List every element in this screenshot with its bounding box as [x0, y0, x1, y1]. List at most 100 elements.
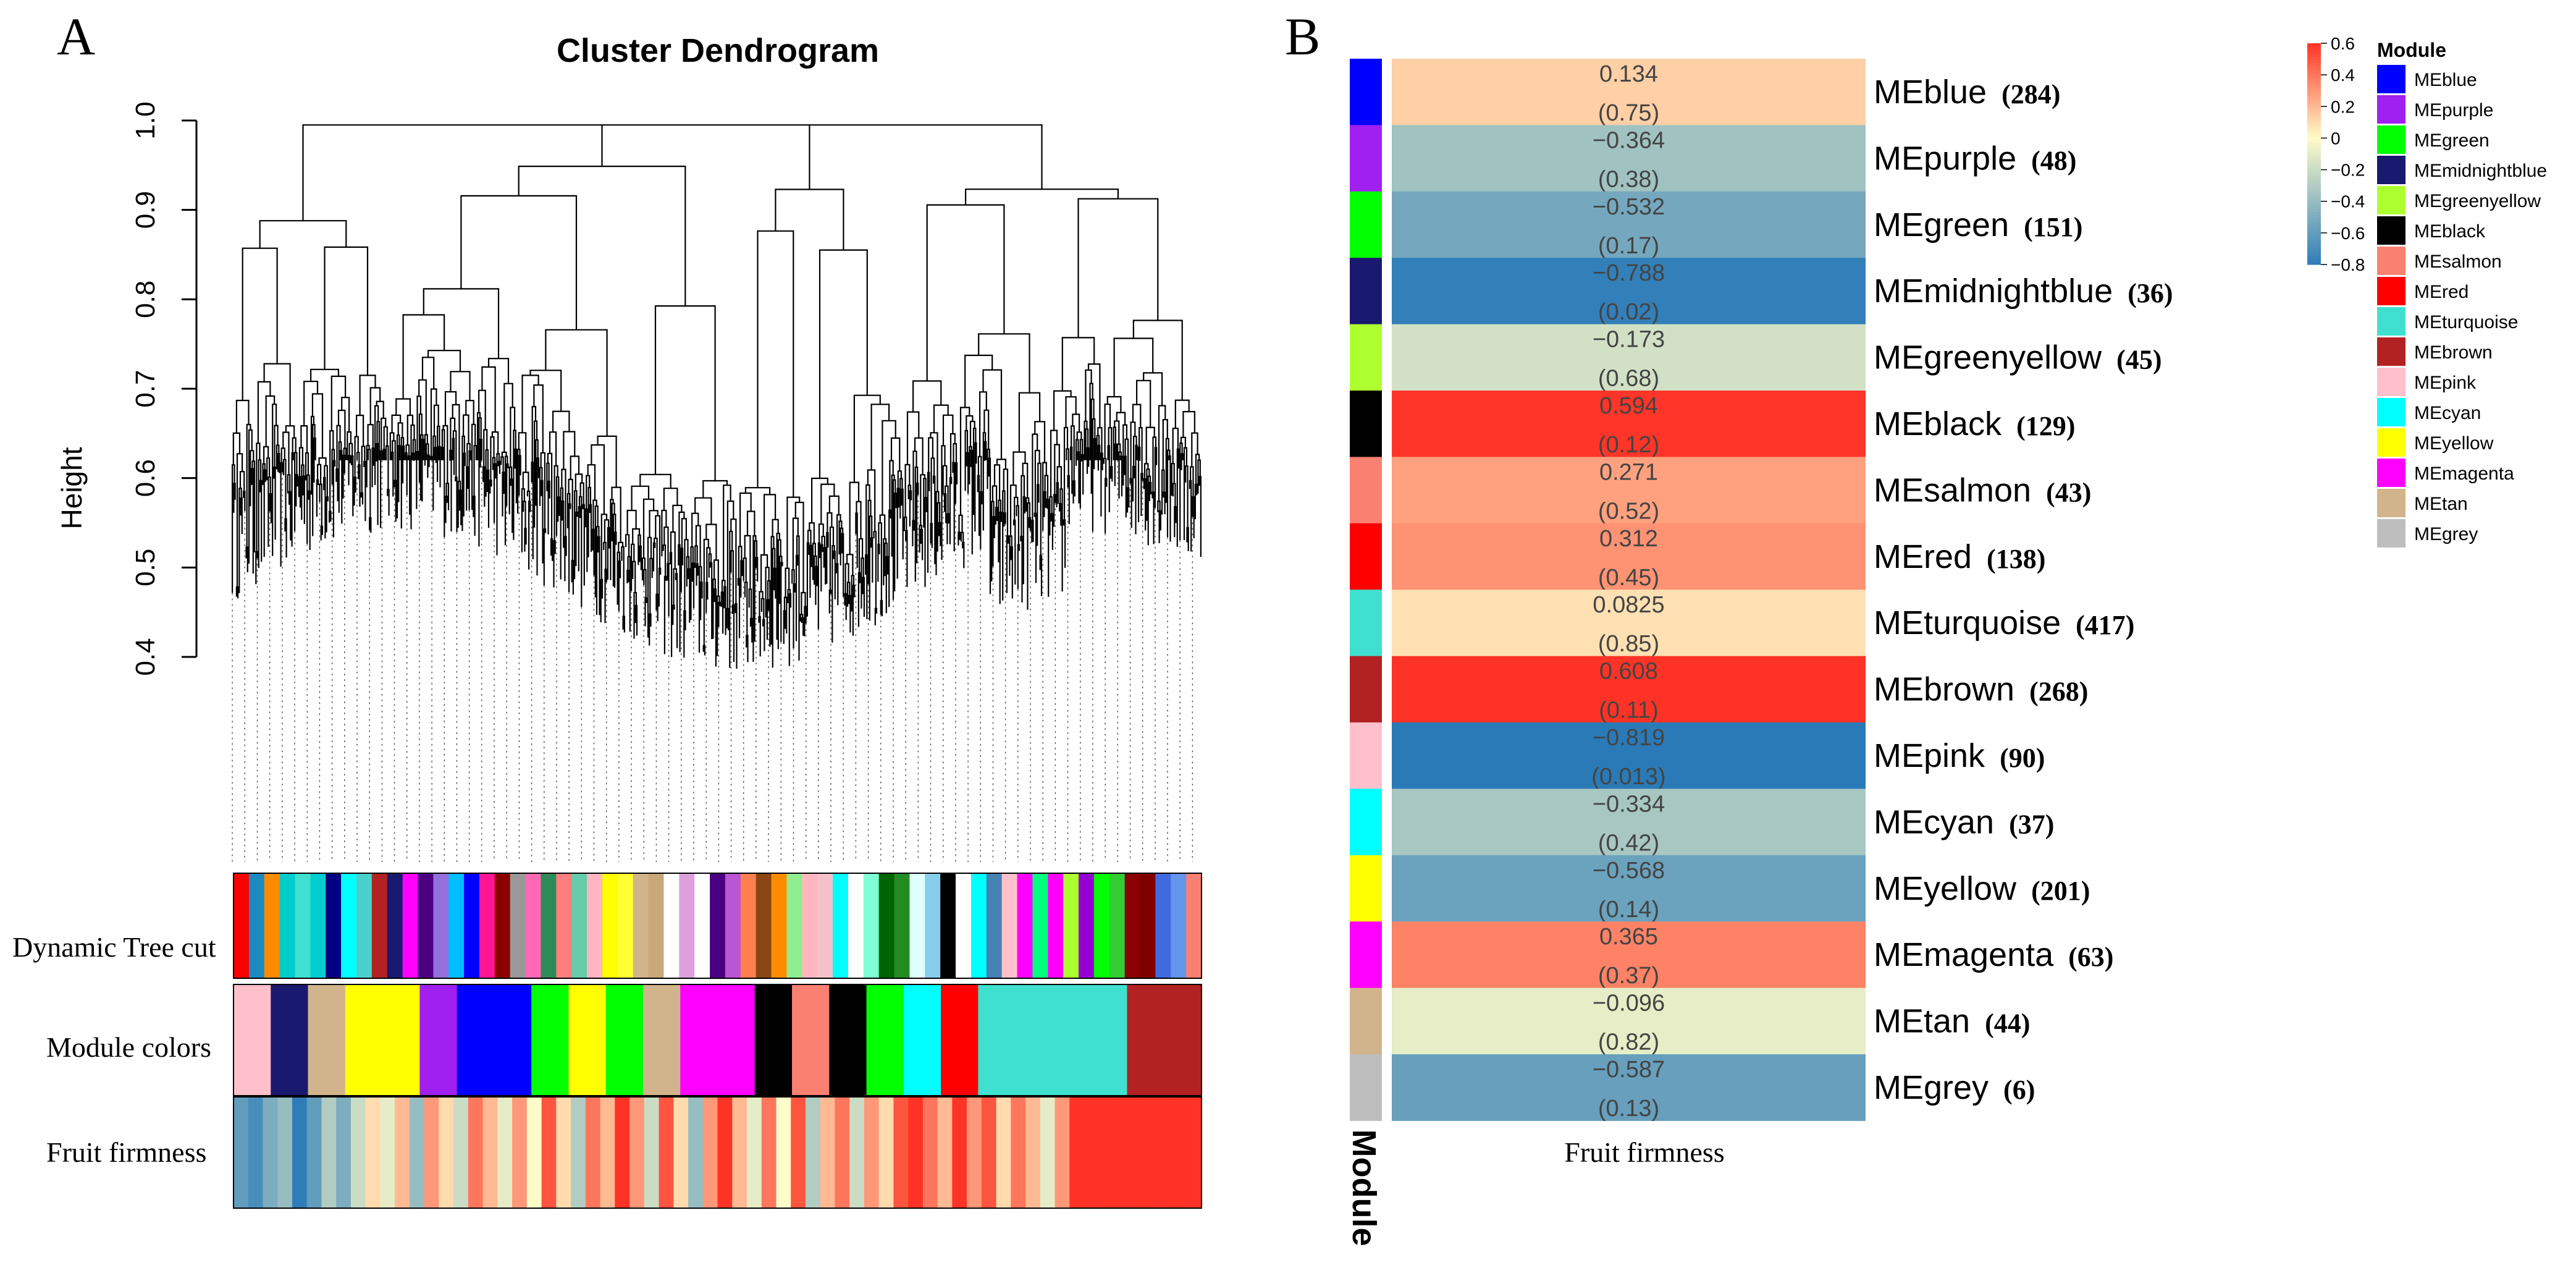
module-colors-bar-segment	[1127, 984, 1165, 1096]
fruit-firmness-bar-segment	[426, 1097, 430, 1208]
module-swatch	[1350, 125, 1382, 192]
fruit-firmness-bar-segment	[1016, 1097, 1019, 1208]
dendrogram-branches	[232, 124, 1202, 669]
colorbar-step	[2307, 106, 2321, 110]
heatmap-row-MEpurple: −0.364 (0.38) MEpurple (48)	[1350, 125, 2076, 192]
module-name: MEblue (284)	[1874, 74, 2060, 111]
colorbar-tick-label: −0.6	[2331, 224, 2365, 243]
fruit-firmness-bar-segment	[326, 1097, 329, 1208]
fruit-firmness-bar-segment	[844, 1097, 848, 1208]
fruit-firmness-bar-segment	[917, 1097, 921, 1208]
fruit-firmness-bar-segment	[697, 1097, 701, 1208]
fruit-firmness-bar-segment	[717, 1097, 721, 1208]
fruit-firmness-bar-segment	[1054, 1097, 1058, 1208]
module-name: MEmagenta (63)	[1874, 936, 2113, 973]
fruit-firmness-bar-segment	[786, 1097, 789, 1208]
colorbar-step	[2307, 143, 2321, 146]
legend-label: MEgreen	[2414, 130, 2490, 151]
dynamic-tree-cut-bar-segment	[1171, 873, 1187, 978]
legend-item-MEsalmon: MEsalmon	[2377, 247, 2502, 275]
colorbar-step	[2307, 167, 2321, 171]
fruit-firmness-bar-segment	[952, 1097, 955, 1208]
fruit-firmness-bar-segment	[551, 1097, 554, 1208]
dynamic-tree-cut-bar-segment	[541, 873, 557, 978]
colorbar-step	[2307, 239, 2321, 243]
colorbar-step	[2307, 201, 2321, 205]
colorbar-step	[2307, 112, 2321, 116]
colorbar-step	[2307, 129, 2321, 132]
fruit-firmness-bar-segment	[942, 1097, 946, 1208]
dynamic-tree-cut-bar-segment	[494, 873, 511, 978]
fruit-firmness-bar-segment	[309, 1097, 313, 1208]
fruit-firmness-bar-segment	[544, 1097, 547, 1208]
fruit-firmness-bar-segment	[549, 1097, 552, 1208]
colorbar-step	[2307, 140, 2321, 143]
heatmap-cell	[1392, 125, 1866, 192]
fruit-firmness-bar-segment	[314, 1097, 318, 1208]
fruit-firmness-bar-segment	[940, 1097, 943, 1208]
legend-label: MEpurple	[2414, 100, 2493, 121]
fruit-firmness-bar-segment	[297, 1097, 300, 1208]
heatmap-row-MEsalmon: 0.271 (0.52) MEsalmon (43)	[1350, 457, 2091, 524]
legend-label: MEturquoise	[2414, 312, 2518, 332]
fruit-firmness-bar-segment	[901, 1097, 904, 1208]
fruit-firmness-bar-segment	[676, 1097, 679, 1208]
fruit-firmness-bar-segment	[1145, 1097, 1148, 1208]
fruit-firmness-bar-segment	[448, 1097, 452, 1208]
heatmap-row-MEturquoise: 0.0825 (0.85) MEturquoise (417)	[1350, 590, 2134, 657]
fruit-firmness-bar-segment	[480, 1097, 484, 1208]
legend-swatch	[2377, 428, 2406, 457]
colorbar-step	[2307, 181, 2321, 185]
legend-item-MEblue: MEblue	[2377, 65, 2477, 93]
fruit-firmness-bar-segment	[270, 1097, 273, 1208]
legend-item-MEtan: MEtan	[2377, 489, 2468, 517]
module-colors-bar-segment	[1090, 984, 1128, 1096]
module-colors-bar-segment	[754, 984, 793, 1096]
dynamic-tree-cut-bar-segment	[1079, 873, 1095, 978]
fruit-firmness-bar-segment	[881, 1097, 885, 1208]
fruit-firmness-bar-segment	[441, 1097, 444, 1208]
fruit-firmness-bar-segment	[429, 1097, 432, 1208]
fruit-firmness-bar-frame	[233, 1096, 1202, 1209]
fruit-firmness-bar-segment	[336, 1097, 339, 1208]
fruit-firmness-bar-segment	[321, 1097, 325, 1208]
colorbar-step	[2307, 96, 2321, 99]
module-colors-bar-segment	[642, 984, 681, 1096]
correlation-value: −0.334	[1593, 791, 1665, 817]
fruit-firmness-bar-segment	[487, 1097, 491, 1208]
fruit-firmness-bar-segment	[510, 1097, 513, 1208]
module-swatch	[1350, 855, 1382, 922]
fruit-firmness-bar-segment	[1164, 1097, 1168, 1208]
fruit-firmness-bar-segment	[526, 1097, 530, 1208]
fruit-firmness-bar-segment	[1062, 1097, 1066, 1208]
fruit-firmness-bar-segment	[1187, 1097, 1190, 1208]
fruit-firmness-bar-segment	[935, 1097, 938, 1208]
dynamic-tree-cut-bar-segment	[387, 873, 403, 978]
colorbar-step	[2307, 65, 2321, 69]
legend-swatch	[2377, 519, 2406, 548]
fruit-firmness-bar-segment	[622, 1097, 625, 1208]
fruit-firmness-bar-segment	[781, 1097, 784, 1208]
colorbar-step	[2307, 198, 2321, 201]
correlation-value: −0.819	[1593, 725, 1665, 751]
fruit-firmness-bar-segment	[1118, 1097, 1122, 1208]
heatmap-row-MEgreen: −0.532 (0.17) MEgreen (151)	[1350, 191, 2082, 259]
fruit-firmness-bar-segment	[380, 1097, 383, 1208]
dynamic-tree-cut-bar-segment	[694, 873, 710, 978]
fruit-firmness-bar-segment	[922, 1097, 926, 1208]
correlation-value: 0.594	[1599, 393, 1658, 419]
module-gene-count: (417)	[2076, 610, 2134, 640]
colorbar-step	[2307, 206, 2321, 210]
dynamic-tree-cut-bar-segment	[740, 873, 757, 978]
fruit-firmness-bar-segment	[983, 1097, 987, 1208]
fruit-firmness-bar-segment	[764, 1097, 767, 1208]
fruit-firmness-bar-segment	[424, 1097, 427, 1208]
fruit-firmness-bar-segment	[524, 1097, 528, 1208]
fruit-firmness-bar-segment	[573, 1097, 576, 1208]
fruit-firmness-bar-segment	[1074, 1097, 1077, 1208]
fruit-firmness-bar-segment	[1140, 1097, 1143, 1208]
fruit-firmness-bar-segment	[395, 1097, 398, 1208]
fruit-firmness-bar-segment	[695, 1097, 699, 1208]
fruit-firmness-bar-segment	[947, 1097, 951, 1208]
colorbar-step	[2307, 62, 2321, 66]
